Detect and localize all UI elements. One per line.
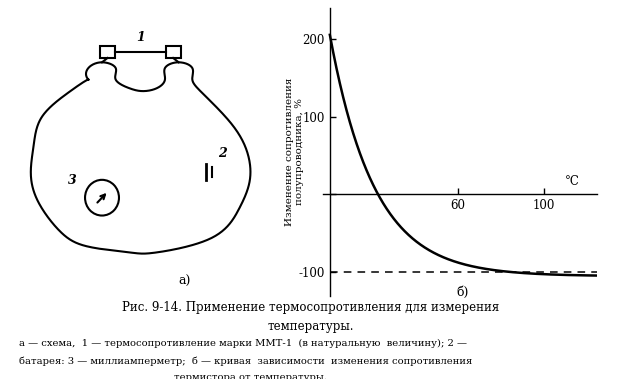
Bar <box>165 47 180 58</box>
Text: а — схема,  1 — термосопротивление марки ММТ-1  (в натуральную  величину); 2 —: а — схема, 1 — термосопротивление марки … <box>19 339 466 348</box>
Text: 2: 2 <box>218 147 227 160</box>
Text: б): б) <box>456 286 468 299</box>
Text: а): а) <box>178 275 190 288</box>
Text: °C: °C <box>565 175 580 188</box>
Text: 1: 1 <box>136 31 145 44</box>
Text: батарея: 3 — миллиамперметр;  б — кривая  зависимости  изменения сопротивления: батарея: 3 — миллиамперметр; б — кривая … <box>19 356 472 366</box>
Bar <box>100 47 115 58</box>
Text: температуры.: температуры. <box>267 320 355 333</box>
Text: 3: 3 <box>68 174 77 187</box>
Text: Рис. 9-14. Применение термосопротивления для измерения: Рис. 9-14. Применение термосопротивления… <box>123 301 499 314</box>
Y-axis label: Изменение сопротивления
полупроводника, %: Изменение сопротивления полупроводника, … <box>285 77 304 226</box>
Text: термистора от температуры.: термистора от температуры. <box>174 373 327 379</box>
